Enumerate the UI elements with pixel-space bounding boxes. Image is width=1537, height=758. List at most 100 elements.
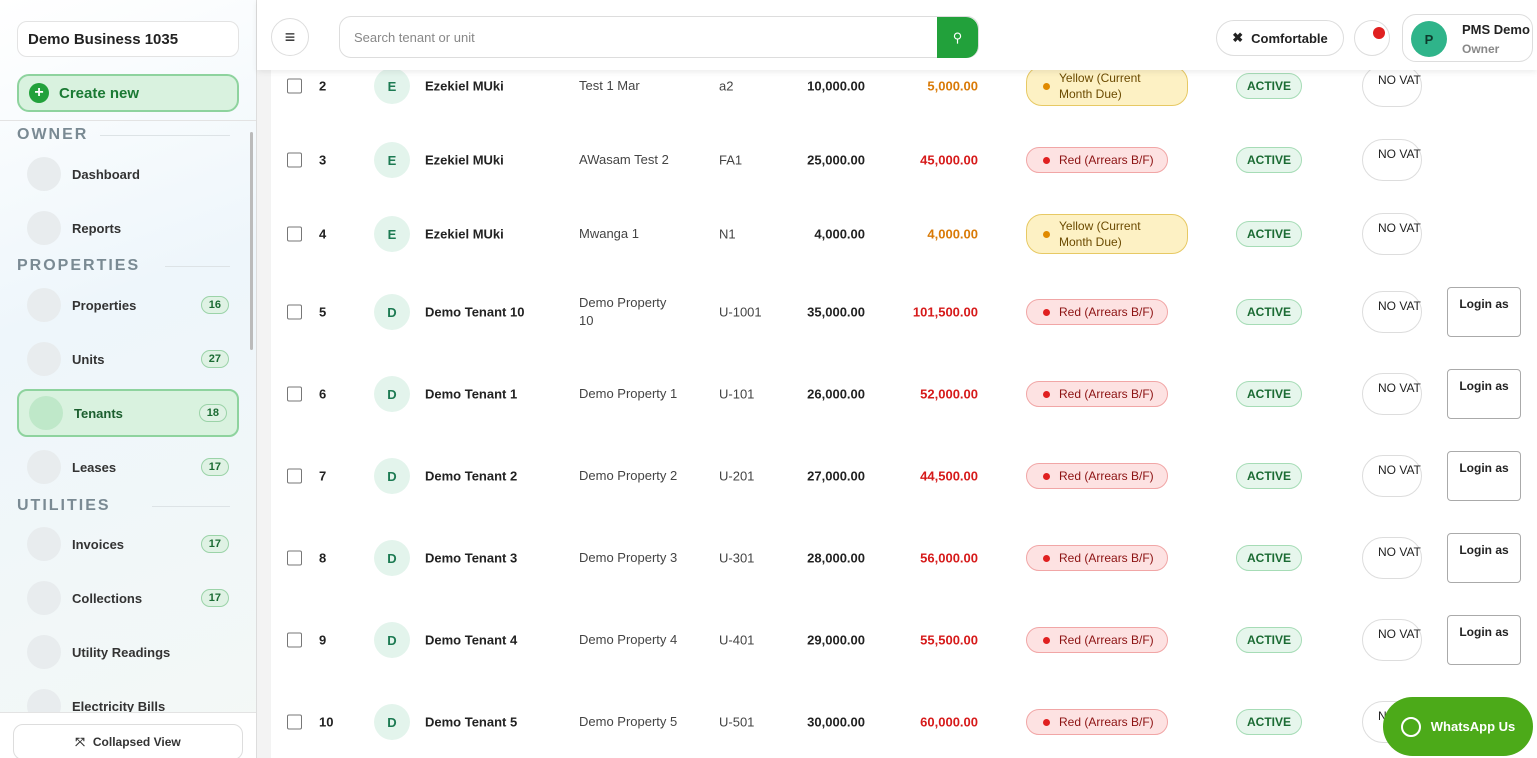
balance: 52,000.00 (920, 386, 978, 402)
balance: 5,000.00 (927, 78, 978, 94)
tenant-name: Demo Tenant 1 (425, 386, 518, 402)
status-label: Red (Arrears B/F) (1059, 153, 1154, 167)
nav-item[interactable]: Invoices 17 (17, 520, 239, 568)
create-label: Create new (59, 84, 140, 102)
tenant-avatar: D (374, 458, 410, 494)
tenant-name: Demo Tenant 5 (425, 714, 518, 730)
row-checkbox[interactable] (287, 468, 302, 484)
unit: N1 (719, 226, 736, 242)
density-toggle[interactable]: ✖ Comfortable (1216, 20, 1344, 56)
status-pill: Red (Arrears B/F) (1026, 545, 1168, 571)
tenant-name: Demo Tenant 2 (425, 468, 518, 484)
state-pill: ACTIVE (1236, 545, 1302, 571)
row-checkbox[interactable] (287, 714, 302, 730)
unit: a2 (719, 78, 734, 94)
rent: 4,000.00 (814, 226, 865, 242)
nav-count: 17 (200, 535, 229, 553)
status-label: Yellow (Current Month Due) (1059, 71, 1141, 101)
status-label: Red (Arrears B/F) (1059, 469, 1154, 483)
state-pill: ACTIVE (1236, 463, 1302, 489)
nav-icon (27, 450, 61, 484)
row-checkbox[interactable] (287, 226, 302, 242)
state-pill: ACTIVE (1236, 221, 1302, 247)
nav-count: 27 (200, 350, 229, 368)
status-label: Red (Arrears B/F) (1059, 305, 1154, 319)
density-label: Comfortable (1251, 30, 1328, 46)
nav-item[interactable]: Collections 17 (17, 574, 239, 622)
login-button[interactable]: Login as (1447, 451, 1521, 501)
unit: U-201 (719, 468, 755, 484)
login-button[interactable]: Login as (1447, 533, 1521, 583)
vat-pill: NO VAT (1362, 537, 1422, 579)
row-number: 10 (319, 714, 334, 730)
row-checkbox[interactable] (287, 78, 302, 94)
property-name: AWasam Test 2 (579, 152, 669, 167)
login-button[interactable]: Login as (1447, 287, 1521, 337)
collapse-button[interactable]: ⤧ Collapsed View (13, 724, 243, 758)
nav-label: Reports (72, 220, 122, 236)
rent: 28,000.00 (807, 550, 865, 566)
unit: U-301 (719, 550, 755, 566)
status-pill: Red (Arrears B/F) (1026, 147, 1168, 173)
nav-icon (27, 527, 61, 561)
status-pill: Red (Arrears B/F) (1026, 381, 1168, 407)
row-checkbox[interactable] (287, 152, 302, 168)
nav-item[interactable]: Dashboard (17, 150, 239, 198)
property-name: Demo Property 3 (579, 550, 678, 565)
login-button[interactable]: Login as (1447, 369, 1521, 419)
row-checkbox[interactable] (287, 304, 302, 320)
status-label: Red (Arrears B/F) (1059, 633, 1154, 647)
status-pill: Yellow (Current Month Due) (1026, 214, 1188, 254)
nav-icon (29, 396, 63, 430)
balance: 56,000.00 (920, 550, 978, 566)
status-pill: Red (Arrears B/F) (1026, 709, 1168, 735)
nav-icon (27, 211, 61, 245)
nav-count: 16 (200, 296, 229, 314)
property-name: Demo Property 5 (579, 714, 678, 729)
notifications[interactable] (1354, 20, 1390, 56)
nav-item[interactable]: Reports (17, 204, 239, 252)
balance: 45,000.00 (920, 152, 978, 168)
status-pill: Yellow (Current Month Due) (1026, 66, 1188, 106)
search-button[interactable]: ⚲ (937, 17, 978, 58)
unit: U-1001 (719, 304, 762, 320)
rent: 30,000.00 (807, 714, 865, 730)
search-input[interactable]: Search tenant or unit (339, 16, 979, 58)
row-checkbox[interactable] (287, 550, 302, 566)
rent: 29,000.00 (807, 632, 865, 648)
status-dot (1043, 156, 1050, 164)
status-pill: Red (Arrears B/F) (1026, 299, 1168, 325)
rent: 35,000.00 (807, 304, 865, 320)
nav-item[interactable]: Tenants 18 (17, 389, 239, 437)
row-checkbox[interactable] (287, 386, 302, 402)
status-label: Red (Arrears B/F) (1059, 551, 1154, 565)
business-name[interactable]: Demo Business 1035 (17, 21, 239, 57)
state-pill: ACTIVE (1236, 299, 1302, 325)
status-label: Red (Arrears B/F) (1059, 387, 1154, 401)
row-checkbox[interactable] (287, 632, 302, 648)
whatsapp-button[interactable]: WhatsApp Us (1383, 697, 1533, 756)
create-button[interactable]: + Create new (17, 74, 239, 112)
vat-pill: NO VAT (1362, 291, 1422, 333)
login-button[interactable]: Login as (1447, 615, 1521, 665)
nav-icon (27, 635, 61, 669)
menu-button[interactable]: ≡ (271, 18, 309, 56)
section-title: UTILITIES (17, 497, 111, 514)
rent: 25,000.00 (807, 152, 865, 168)
user-menu[interactable]: P PMS Demo Owner (1402, 14, 1533, 62)
balance: 44,500.00 (920, 468, 978, 484)
nav-item[interactable]: Utility Readings (17, 628, 239, 676)
nav-label: Leases (72, 459, 117, 475)
vat-pill: NO VAT (1362, 65, 1422, 107)
row-number: 3 (319, 152, 327, 168)
property-name: Demo Property 1 (579, 386, 678, 401)
nav-item[interactable]: Properties 16 (17, 281, 239, 329)
nav-item[interactable]: Units 27 (17, 335, 239, 383)
property-name: Demo Property 2 (579, 468, 678, 483)
tenant-name: Ezekiel MUki (425, 78, 504, 94)
nav-label: Collections (72, 590, 143, 606)
property-name: Mwanga 1 (579, 226, 639, 241)
nav-item[interactable]: Leases 17 (17, 443, 239, 491)
status-label: Yellow (Current Month Due) (1059, 219, 1141, 249)
